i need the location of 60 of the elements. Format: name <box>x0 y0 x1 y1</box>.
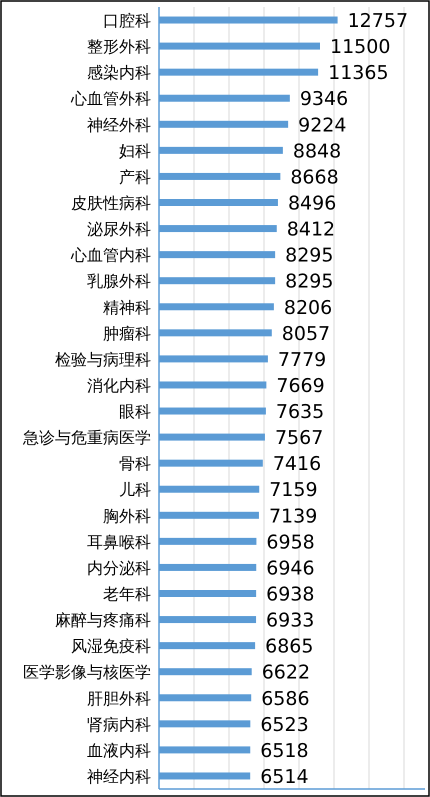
data-label: 8668 <box>290 166 339 188</box>
data-label: 9224 <box>298 114 346 136</box>
data-label: 6523 <box>260 714 309 736</box>
y-tick-label: 麻醉与疼痛科 <box>55 610 151 630</box>
data-label: 6514 <box>260 766 309 788</box>
data-label: 7159 <box>269 479 318 502</box>
data-label: 12757 <box>348 10 408 32</box>
y-tick-label: 感染内科 <box>87 63 151 82</box>
y-tick-label: 检验与病理科 <box>55 350 151 369</box>
data-label: 6518 <box>260 740 309 762</box>
y-tick-label: 骨科 <box>119 454 151 474</box>
y-tick-label: 心血管外科 <box>70 89 151 108</box>
y-tick-label: 胸外科 <box>103 506 151 526</box>
data-label: 11500 <box>330 36 390 58</box>
data-label: 7635 <box>276 401 324 424</box>
y-tick-label: 口腔科 <box>103 11 151 30</box>
data-label: 6933 <box>266 610 314 632</box>
data-label: 8295 <box>285 244 334 267</box>
data-label: 6586 <box>261 688 310 710</box>
data-label: 7416 <box>272 453 322 476</box>
y-tick-label: 泌尿外科 <box>87 220 151 239</box>
data-label: 8057 <box>282 322 330 345</box>
y-tick-label: 心血管内科 <box>70 246 151 265</box>
data-label: 9346 <box>300 88 348 110</box>
data-label: 6622 <box>262 662 310 684</box>
y-tick-label: 神经内科 <box>87 766 151 786</box>
data-label: 6938 <box>266 584 314 606</box>
y-tick-label: 消化内科 <box>87 376 151 395</box>
data-label: 8206 <box>284 296 332 319</box>
data-label: 6946 <box>266 557 315 580</box>
y-tick-label: 医学影像与核医学 <box>23 662 151 682</box>
data-label: 8295 <box>285 270 334 293</box>
y-tick-label: 急诊与危重病医学 <box>22 428 151 448</box>
y-tick-label: 儿科 <box>119 480 151 500</box>
data-label: 8412 <box>286 218 336 241</box>
y-tick-label: 妇科 <box>119 141 151 160</box>
y-tick-label: 老年科 <box>103 584 151 604</box>
y-tick-label: 神经外科 <box>87 115 151 134</box>
y-tick-label: 乳腺外科 <box>87 272 151 291</box>
data-label: 7139 <box>268 505 318 528</box>
data-label: 8848 <box>292 140 342 162</box>
y-tick-label: 肿瘤科 <box>103 324 151 343</box>
data-label: 7779 <box>278 348 326 371</box>
y-tick-label: 风湿免疫科 <box>71 636 151 656</box>
y-tick-label: 眼科 <box>119 402 151 422</box>
y-tick-label: 皮肤性病科 <box>71 194 151 212</box>
y-tick-label: 内分泌科 <box>87 558 151 578</box>
data-label: 6958 <box>266 531 315 554</box>
y-tick-label: 血液内科 <box>87 740 151 760</box>
data-label: 11365 <box>328 62 389 84</box>
data-label: 7669 <box>276 374 325 397</box>
data-label: 6865 <box>265 636 314 658</box>
y-tick-label: 肾病内科 <box>87 714 151 734</box>
y-tick-label: 耳鼻喉科 <box>87 532 151 552</box>
y-tick-label: 产科 <box>119 167 151 186</box>
data-label: 7567 <box>274 427 324 450</box>
y-tick-label: 肝胆外科 <box>87 688 151 708</box>
y-tick-label: 精神科 <box>103 298 151 317</box>
data-label: 8496 <box>288 192 336 214</box>
y-tick-label: 整形外科 <box>87 37 151 56</box>
